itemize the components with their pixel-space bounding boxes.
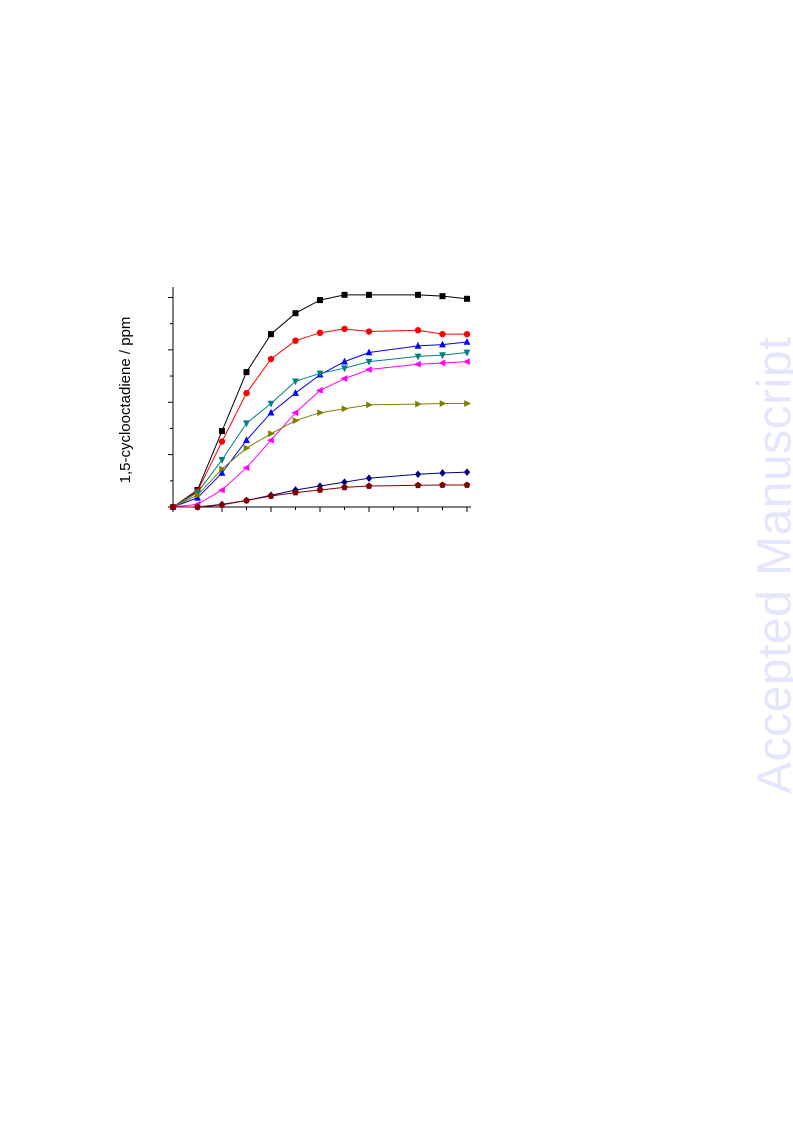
data-point bbox=[463, 349, 471, 357]
data-point bbox=[340, 375, 348, 383]
data-point bbox=[169, 503, 177, 510]
data-point bbox=[414, 481, 422, 489]
data-point bbox=[218, 486, 225, 494]
data-point bbox=[341, 483, 348, 491]
series-line bbox=[173, 484, 467, 508]
data-point bbox=[243, 420, 250, 428]
data-point bbox=[463, 338, 471, 345]
data-point bbox=[341, 478, 348, 486]
series-8 bbox=[169, 481, 471, 510]
data-point bbox=[218, 457, 226, 464]
data-point bbox=[366, 291, 372, 298]
data-point bbox=[292, 489, 299, 496]
data-point bbox=[341, 405, 349, 413]
data-point bbox=[341, 357, 348, 365]
data-point bbox=[464, 400, 471, 407]
data-point bbox=[317, 297, 323, 304]
data-point bbox=[243, 389, 250, 397]
data-point bbox=[243, 369, 250, 376]
data-point bbox=[218, 501, 226, 508]
data-point bbox=[464, 295, 470, 302]
data-point bbox=[414, 470, 422, 479]
data-point bbox=[463, 468, 471, 476]
data-point bbox=[414, 360, 421, 368]
data-point bbox=[267, 492, 275, 499]
data-point bbox=[316, 370, 324, 378]
series-line bbox=[172, 294, 468, 508]
data-point bbox=[242, 464, 250, 472]
series-1 bbox=[170, 291, 470, 510]
data-point bbox=[316, 486, 324, 493]
data-point bbox=[267, 355, 275, 363]
data-point bbox=[439, 330, 446, 338]
data-point bbox=[243, 444, 251, 452]
data-point bbox=[365, 358, 373, 366]
data-point bbox=[463, 481, 471, 488]
data-point bbox=[292, 337, 299, 344]
series-line bbox=[172, 351, 468, 508]
data-point bbox=[365, 328, 373, 335]
data-point bbox=[463, 330, 471, 338]
data-point bbox=[414, 327, 422, 334]
data-point bbox=[439, 469, 446, 477]
data-point bbox=[365, 348, 373, 356]
series-line bbox=[172, 341, 468, 508]
data-point bbox=[439, 352, 446, 360]
data-point bbox=[341, 291, 348, 298]
series-line bbox=[172, 328, 467, 508]
data-point bbox=[243, 436, 250, 444]
series-6 bbox=[170, 400, 471, 511]
data-point bbox=[365, 474, 373, 482]
series-line bbox=[172, 403, 467, 508]
data-point bbox=[268, 430, 275, 438]
data-point bbox=[194, 491, 202, 499]
data-point bbox=[366, 401, 373, 409]
data-point bbox=[439, 340, 446, 348]
data-point bbox=[243, 496, 250, 504]
data-point bbox=[291, 409, 299, 417]
data-point bbox=[267, 408, 275, 416]
data-point bbox=[292, 417, 300, 424]
data-point bbox=[194, 503, 201, 510]
y-axis-label: 1,5-cyclooctadiene / ppm bbox=[117, 317, 134, 484]
data-point bbox=[414, 341, 422, 349]
data-point bbox=[365, 366, 372, 373]
data-point bbox=[219, 428, 225, 435]
data-point bbox=[316, 387, 323, 394]
data-point bbox=[316, 329, 324, 337]
series-line bbox=[172, 361, 468, 508]
data-point bbox=[439, 293, 446, 300]
data-point bbox=[317, 409, 324, 417]
data-point bbox=[439, 481, 446, 488]
data-point bbox=[414, 353, 422, 361]
axis-ticks bbox=[168, 296, 468, 512]
data-point bbox=[267, 436, 274, 444]
watermark-text: Accepted Manuscript bbox=[748, 336, 793, 794]
data-point bbox=[268, 331, 274, 338]
data-point bbox=[194, 489, 201, 497]
data-point bbox=[292, 310, 299, 317]
data-point bbox=[415, 400, 422, 408]
data-point bbox=[341, 365, 348, 373]
data-point bbox=[218, 438, 226, 445]
data-point bbox=[415, 291, 421, 298]
data-point bbox=[316, 482, 324, 490]
series-layer bbox=[169, 291, 471, 511]
data-point bbox=[439, 400, 447, 407]
data-point bbox=[267, 400, 275, 408]
data-point bbox=[463, 358, 470, 366]
data-point bbox=[438, 359, 446, 367]
data-point bbox=[365, 482, 373, 489]
data-point bbox=[341, 325, 348, 333]
data-point bbox=[194, 493, 201, 501]
data-point bbox=[292, 389, 299, 396]
data-point bbox=[218, 468, 226, 476]
data-point bbox=[292, 378, 299, 386]
data-point bbox=[219, 465, 226, 473]
